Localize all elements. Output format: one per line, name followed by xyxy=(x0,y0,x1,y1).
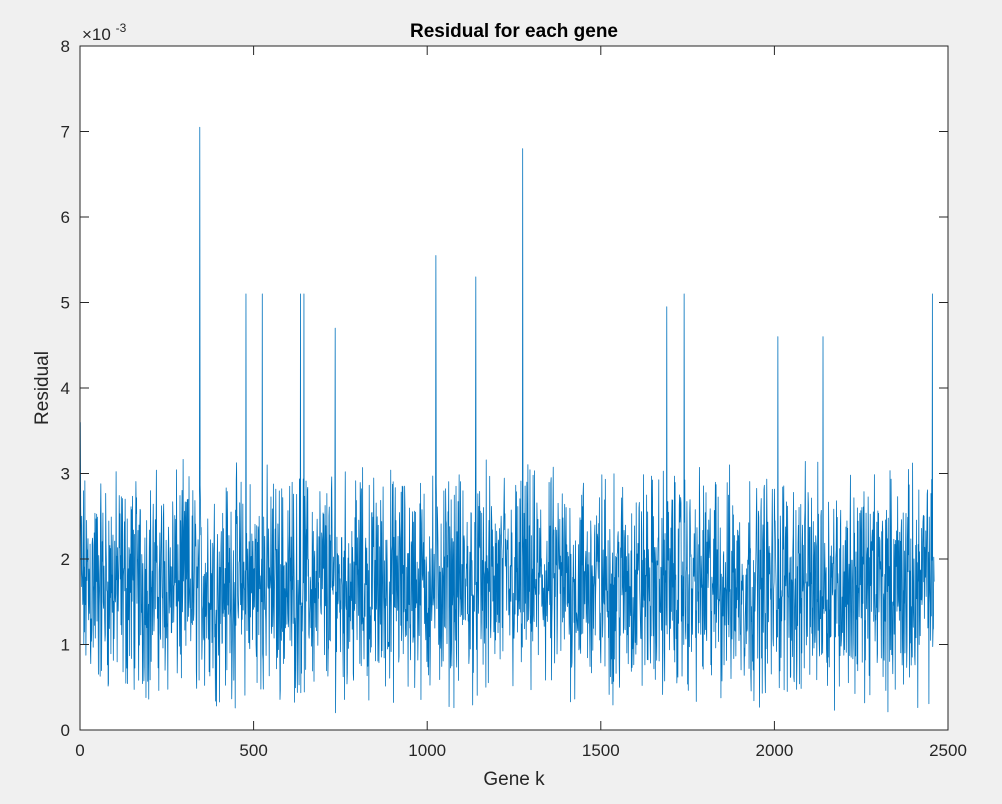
y-exponent-label: ×10 -3 xyxy=(82,21,127,44)
y-tick-label: 8 xyxy=(61,37,70,56)
x-axis-label: Gene k xyxy=(483,769,545,790)
x-tick-label: 1000 xyxy=(408,741,446,760)
x-tick-label: 2000 xyxy=(755,741,793,760)
y-tick-label: 4 xyxy=(61,379,70,398)
x-tick-label: 1500 xyxy=(582,741,620,760)
x-tick-label: 2500 xyxy=(929,741,967,760)
y-tick-label: 0 xyxy=(61,721,70,740)
y-tick-label: 3 xyxy=(61,465,70,484)
series-line xyxy=(79,126,935,714)
y-exponent-power: -3 xyxy=(116,21,127,35)
chart-title: Residual for each gene xyxy=(410,21,618,42)
series-group xyxy=(79,126,935,714)
y-tick-label: 7 xyxy=(61,123,70,142)
x-tick-label: 0 xyxy=(75,741,84,760)
y-axis-label: Residual xyxy=(32,351,53,425)
y-tick-label: 1 xyxy=(61,636,70,655)
axes-box xyxy=(79,45,949,731)
y-tick-label: 2 xyxy=(61,550,70,569)
y-tick-label: 5 xyxy=(61,294,70,313)
x-tick-label: 500 xyxy=(239,741,267,760)
y-tick-label: 6 xyxy=(61,208,70,227)
y-exponent-base: ×10 xyxy=(82,25,111,44)
